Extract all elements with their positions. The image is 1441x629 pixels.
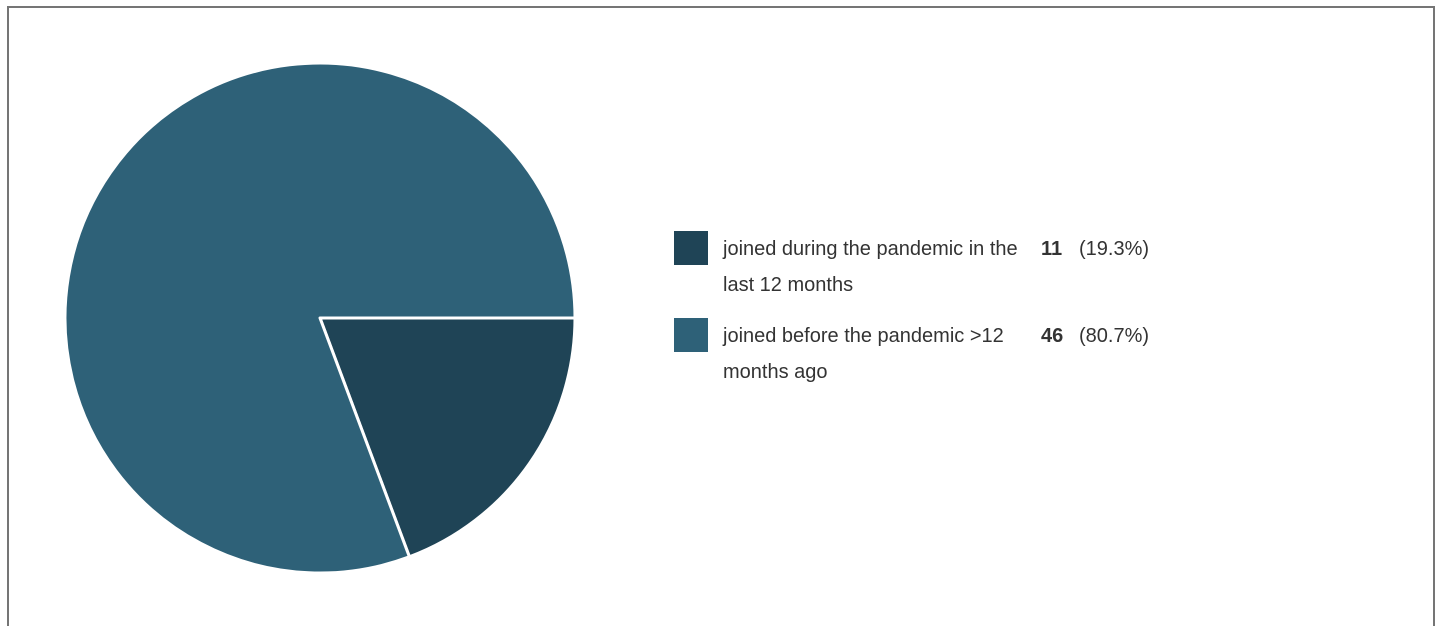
legend-label-before-pandemic: joined before the pandemic >12 months ag… [723, 325, 1004, 383]
legend-percent-before-pandemic: (80.7%) [1079, 325, 1150, 347]
pie-slice-before-pandemic [63, 61, 577, 575]
legend-item-during-pandemic: joined during the pandemic in the last 1… [674, 231, 1234, 303]
legend-swatch-before-pandemic [674, 318, 708, 352]
legend-count-during-pandemic: 11 [1041, 238, 1063, 260]
pie-slice-during-pandemic [318, 316, 577, 559]
legend-label-during-pandemic: joined during the pandemic in the last 1… [723, 238, 1018, 296]
pie-slices [63, 61, 577, 575]
legend: joined during the pandemic in the last 1… [674, 231, 1234, 405]
legend-swatch-during-pandemic [674, 231, 708, 265]
legend-item-before-pandemic: joined before the pandemic >12 months ag… [674, 318, 1234, 390]
legend-count-before-pandemic: 46 [1041, 325, 1064, 347]
legend-percent-during-pandemic: (19.3%) [1079, 238, 1150, 260]
